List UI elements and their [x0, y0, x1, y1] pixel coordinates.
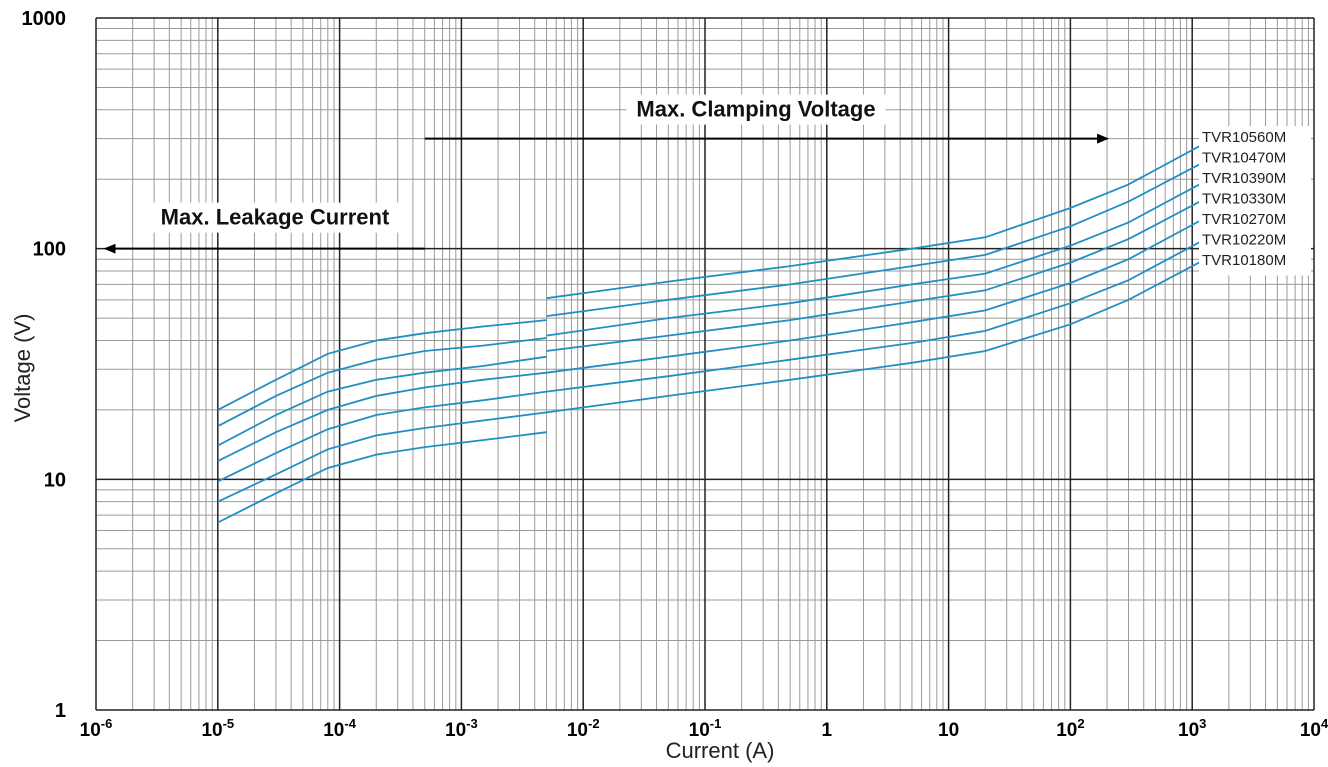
annotation-background: [150, 202, 400, 233]
y-tick-label: 100: [33, 239, 66, 261]
x-tick-label: 1: [822, 720, 833, 741]
series-line-tvr10330m-clamping: [546, 193, 1215, 352]
series-line-tvr10180m-clamping: [546, 254, 1215, 414]
grid: [95, 17, 1315, 711]
x-tick-label: 10-3: [445, 716, 478, 741]
series-line-tvr10560m-clamping: [546, 137, 1215, 300]
annotation-label: Max. Clamping Voltage: [636, 97, 875, 122]
y-tick-label: 1000: [22, 8, 67, 30]
series-labels: TVR10560M TVR10470M TVR10390M TVR10330M TVR1…: [1199, 126, 1311, 276]
series-label: TVR10560M: [1202, 129, 1286, 146]
y-tick-label: 1: [55, 700, 66, 722]
x-tick-labels: 10-6 10-5 10-4 10-3 10-2 10-1 1 10 102 103 104: [80, 716, 1328, 741]
series-line-tvr10330m-leakage: [217, 371, 547, 462]
x-tick-label: 10-4: [323, 716, 356, 741]
series-layer: [217, 137, 1215, 524]
series-label: TVR10330M: [1202, 191, 1286, 208]
x-tick-label: 102: [1056, 716, 1084, 741]
series-line-tvr10220m-clamping: [546, 233, 1215, 393]
series-label: TVR10180M: [1202, 252, 1286, 269]
series-label: TVR10390M: [1202, 170, 1286, 187]
series-line-tvr10390m-clamping: [546, 176, 1215, 337]
series-label: TVR10470M: [1202, 150, 1286, 167]
series-line-tvr10390m-leakage: [217, 355, 547, 447]
series-line-tvr10270m-leakage: [217, 390, 547, 483]
series-line-tvr10270m-clamping: [546, 212, 1215, 374]
series-line-tvr10220m-leakage: [217, 411, 547, 503]
annotation-layer: Max. Clamping Voltage Max. Leakage Curren…: [103, 94, 1110, 254]
annotation-label: Max. Leakage Current: [161, 205, 390, 230]
series-label-background: [1199, 126, 1311, 276]
y-tick-labels: 1 10 100 1000: [22, 8, 67, 722]
series-line-tvr10560m-leakage: [217, 319, 547, 411]
x-axis-label: Current (A): [666, 738, 775, 763]
x-tick-label: 10: [938, 720, 959, 741]
series-line-tvr10180m-leakage: [217, 431, 547, 524]
series-line-tvr10470m-clamping: [546, 156, 1215, 317]
x-tick-label: 10-5: [201, 716, 234, 741]
series-label: TVR10220M: [1202, 232, 1286, 249]
y-axis-label: Voltage (V): [10, 314, 35, 423]
y-tick-label: 10: [44, 469, 66, 491]
x-tick-label: 10-2: [567, 716, 600, 741]
x-tick-label: 104: [1300, 716, 1328, 741]
series-label: TVR10270M: [1202, 211, 1286, 228]
x-tick-label: 103: [1178, 716, 1206, 741]
x-tick-label: 10-6: [80, 716, 113, 741]
annotation-background: [626, 94, 886, 125]
x-tick-label: 10-1: [689, 716, 722, 741]
series-line-tvr10470m-leakage: [217, 337, 547, 427]
